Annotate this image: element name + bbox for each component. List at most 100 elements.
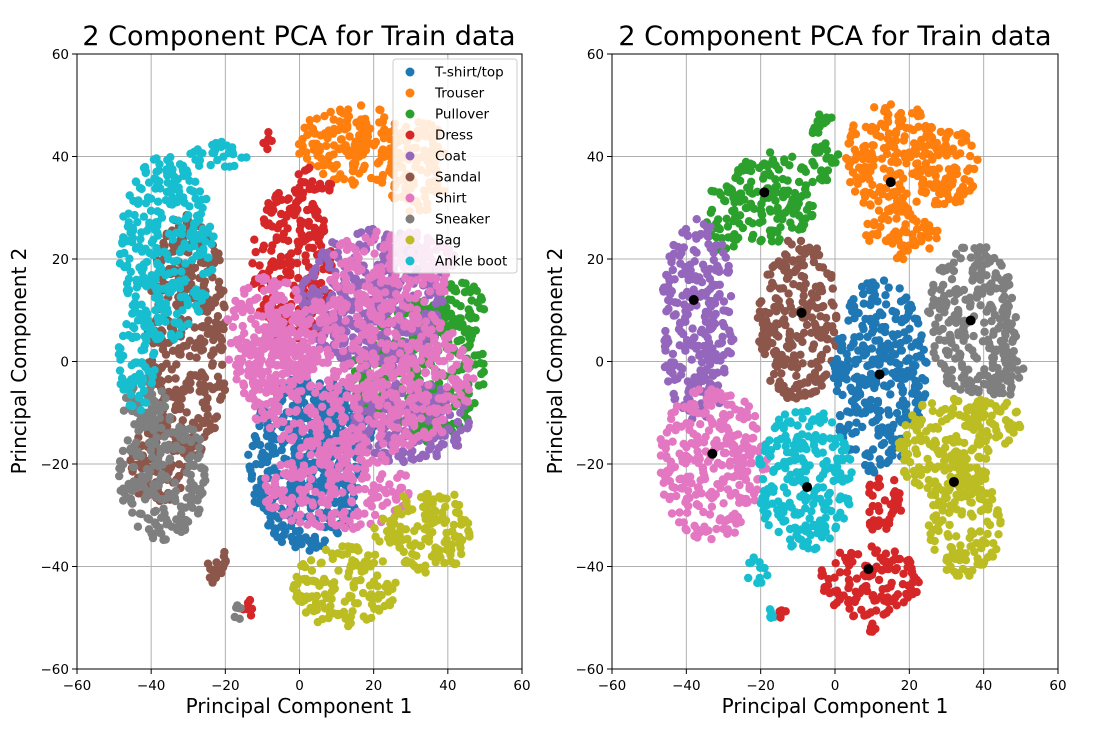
data-point bbox=[400, 558, 409, 567]
data-point bbox=[116, 465, 126, 474]
y-tick-label: 20 bbox=[52, 252, 69, 268]
data-point bbox=[150, 507, 159, 517]
data-point bbox=[282, 352, 291, 361]
data-point bbox=[377, 338, 386, 348]
data-point bbox=[895, 180, 904, 189]
data-point bbox=[179, 435, 188, 445]
data-point bbox=[126, 444, 135, 453]
data-point bbox=[389, 422, 398, 432]
data-point bbox=[265, 466, 275, 475]
data-point bbox=[170, 478, 180, 487]
data-point bbox=[430, 368, 440, 378]
data-point bbox=[317, 599, 327, 608]
data-point bbox=[317, 331, 326, 340]
data-point bbox=[242, 338, 251, 347]
data-point bbox=[948, 144, 958, 153]
data-point bbox=[165, 456, 174, 465]
data-point bbox=[895, 121, 905, 131]
right-chart-title: 2 Component PCA for Train data bbox=[618, 21, 1051, 52]
data-point bbox=[461, 355, 470, 364]
data-point bbox=[267, 357, 276, 366]
data-point bbox=[353, 138, 362, 147]
data-point bbox=[163, 429, 172, 438]
data-point bbox=[385, 144, 395, 153]
data-point bbox=[320, 497, 330, 506]
data-point bbox=[456, 335, 466, 345]
left-chart-title: 2 Component PCA for Train data bbox=[82, 21, 515, 52]
data-point bbox=[452, 400, 462, 409]
data-point bbox=[410, 394, 419, 403]
data-point bbox=[212, 412, 222, 421]
data-point bbox=[403, 342, 412, 352]
data-point bbox=[360, 136, 369, 145]
data-point bbox=[465, 529, 474, 538]
data-point bbox=[362, 448, 371, 457]
data-point bbox=[268, 241, 277, 250]
data-point bbox=[293, 237, 302, 246]
data-point bbox=[298, 368, 307, 377]
data-point bbox=[116, 486, 125, 495]
data-point bbox=[152, 167, 161, 177]
data-point bbox=[287, 249, 296, 258]
data-point bbox=[433, 417, 443, 426]
data-point bbox=[306, 404, 316, 413]
data-point bbox=[201, 291, 210, 300]
data-point bbox=[383, 339, 392, 349]
data-point bbox=[323, 158, 332, 168]
data-point bbox=[368, 349, 378, 358]
data-point bbox=[245, 297, 254, 307]
data-point bbox=[938, 146, 947, 155]
data-point bbox=[320, 390, 329, 399]
x-tick-label: 40 bbox=[439, 678, 456, 694]
left-y-axis-label: Principal Component 2 bbox=[7, 248, 31, 475]
data-point bbox=[340, 364, 349, 373]
data-point bbox=[440, 558, 449, 568]
data-point bbox=[357, 474, 367, 483]
data-point bbox=[174, 515, 183, 525]
data-point bbox=[282, 212, 291, 221]
data-point bbox=[199, 269, 208, 279]
data-point bbox=[175, 160, 185, 169]
data-point bbox=[300, 166, 310, 175]
data-point bbox=[298, 575, 307, 584]
data-point bbox=[896, 108, 906, 118]
data-point bbox=[912, 217, 921, 226]
data-point bbox=[445, 352, 455, 361]
data-point bbox=[325, 151, 334, 160]
data-point bbox=[297, 230, 306, 239]
data-point bbox=[357, 422, 367, 431]
data-point bbox=[420, 493, 429, 502]
data-point bbox=[164, 375, 173, 384]
data-point bbox=[250, 432, 260, 441]
data-point bbox=[344, 439, 353, 449]
data-point bbox=[912, 197, 921, 206]
data-point bbox=[165, 186, 175, 195]
data-point bbox=[295, 375, 304, 385]
data-point bbox=[171, 374, 180, 383]
data-point bbox=[155, 414, 164, 423]
data-point bbox=[268, 398, 277, 407]
legend-marker bbox=[405, 151, 415, 161]
data-point bbox=[348, 394, 357, 403]
data-point bbox=[868, 180, 877, 190]
data-point bbox=[339, 270, 348, 279]
data-point bbox=[398, 384, 407, 394]
data-point bbox=[305, 382, 315, 391]
data-point bbox=[358, 352, 367, 361]
data-point bbox=[291, 314, 301, 324]
data-point bbox=[141, 495, 150, 504]
data-point bbox=[286, 270, 295, 280]
data-point bbox=[340, 302, 350, 311]
data-point bbox=[306, 556, 316, 565]
data-point bbox=[170, 267, 179, 276]
data-point bbox=[212, 293, 221, 302]
data-point bbox=[351, 245, 360, 254]
data-point bbox=[381, 288, 390, 297]
data-point bbox=[307, 540, 316, 549]
data-point bbox=[174, 471, 184, 481]
data-point bbox=[122, 286, 132, 295]
data-point bbox=[348, 556, 357, 565]
data-point bbox=[922, 225, 931, 234]
data-point bbox=[288, 392, 297, 401]
data-point bbox=[329, 309, 338, 318]
